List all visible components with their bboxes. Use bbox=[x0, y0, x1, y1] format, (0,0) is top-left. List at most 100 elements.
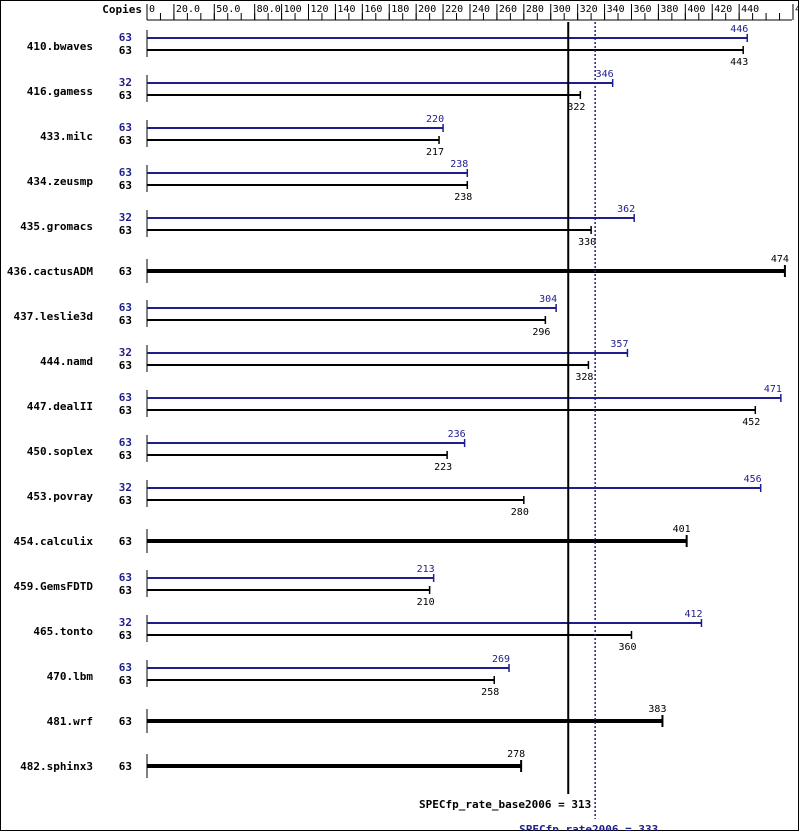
peak-value-label: 269 bbox=[492, 654, 510, 665]
x-tick-label: 100 bbox=[284, 4, 302, 15]
x-tick-label: 440 bbox=[741, 4, 759, 15]
peak-copies: 63 bbox=[119, 166, 132, 179]
benchmark-name: 470.lbm bbox=[47, 670, 94, 683]
base-value-label: 258 bbox=[481, 687, 499, 698]
peak-copies: 63 bbox=[119, 571, 132, 584]
x-tick-label: 380 bbox=[660, 4, 678, 15]
peak-copies: 63 bbox=[119, 391, 132, 404]
base-bar bbox=[147, 364, 589, 366]
peak-copies: 32 bbox=[119, 346, 132, 359]
base-bar bbox=[147, 139, 440, 141]
base-bar bbox=[147, 184, 468, 186]
peak-mean-label: SPECfp_rate2006 = 333 bbox=[519, 823, 658, 831]
base-bar bbox=[147, 49, 744, 51]
benchmark-row: 482.sphinx3 63 278 bbox=[20, 749, 525, 778]
peak-value-label: 304 bbox=[539, 294, 557, 305]
peak-value-label: 362 bbox=[617, 204, 635, 215]
peak-copies: 32 bbox=[119, 76, 132, 89]
benchmark-rows: 410.bwaves6363446443416.gamess3263346322… bbox=[7, 24, 789, 778]
peak-bar bbox=[147, 397, 781, 399]
x-tick-label: 260 bbox=[499, 4, 517, 15]
base-bar bbox=[147, 409, 756, 411]
benchmark-name: 410.bwaves bbox=[27, 40, 93, 53]
peak-copies: 63 bbox=[119, 661, 132, 674]
peak-bar bbox=[147, 577, 434, 579]
base-value-label: 280 bbox=[511, 507, 529, 518]
base-copies: 63 bbox=[119, 760, 132, 773]
peak-value-label: 346 bbox=[596, 69, 614, 80]
peak-value-label: 456 bbox=[744, 474, 762, 485]
benchmark-name: 437.leslie3d bbox=[14, 310, 93, 323]
benchmark-name: 436.cactusADM bbox=[7, 265, 93, 278]
peak-bar bbox=[147, 622, 702, 624]
base-value-label: 223 bbox=[434, 462, 452, 473]
base-bar bbox=[147, 719, 663, 723]
base-copies: 63 bbox=[119, 179, 132, 192]
peak-copies: 32 bbox=[119, 481, 132, 494]
base-value-label: 474 bbox=[771, 254, 789, 265]
x-tick-label: 50.0 bbox=[216, 4, 240, 15]
x-tick-label: 240 bbox=[472, 4, 490, 15]
benchmark-name: 416.gamess bbox=[27, 85, 93, 98]
x-tick-label: 280 bbox=[526, 4, 544, 15]
peak-copies: 63 bbox=[119, 301, 132, 314]
base-bar bbox=[147, 319, 546, 321]
x-tick-label: 160 bbox=[364, 4, 382, 15]
base-copies: 63 bbox=[119, 494, 132, 507]
base-bar bbox=[147, 679, 495, 681]
peak-bar bbox=[147, 307, 557, 309]
benchmark-name: 447.dealII bbox=[27, 400, 93, 413]
base-copies: 63 bbox=[119, 674, 132, 687]
peak-copies: 63 bbox=[119, 121, 132, 134]
peak-copies: 63 bbox=[119, 31, 132, 44]
peak-bar bbox=[147, 217, 635, 219]
base-value-label: 296 bbox=[532, 327, 550, 338]
peak-bar bbox=[147, 172, 468, 174]
benchmark-name: 450.soplex bbox=[27, 445, 94, 458]
x-tick-label: 480 bbox=[795, 4, 799, 15]
benchmark-name: 433.milc bbox=[40, 130, 93, 143]
base-value-label: 238 bbox=[454, 192, 472, 203]
base-bar bbox=[147, 634, 632, 636]
base-value-label: 360 bbox=[618, 642, 636, 653]
base-bar bbox=[147, 269, 785, 273]
base-bar bbox=[147, 539, 687, 543]
peak-bar bbox=[147, 127, 444, 129]
benchmark-name: 435.gromacs bbox=[20, 220, 93, 233]
base-bar bbox=[147, 94, 581, 96]
base-copies: 63 bbox=[119, 629, 132, 642]
base-value-label: 210 bbox=[417, 597, 435, 608]
benchmark-name: 434.zeusmp bbox=[27, 175, 94, 188]
benchmark-name: 454.calculix bbox=[14, 535, 94, 548]
x-tick-label: 120 bbox=[310, 4, 328, 15]
x-tick-label: 420 bbox=[714, 4, 732, 15]
base-value-label: 217 bbox=[426, 147, 444, 158]
x-axis-ticks: 0 20.0 50.0 80.0 100 120 140 160 180 200 220 240 260… bbox=[146, 4, 799, 20]
base-value-label: 278 bbox=[507, 749, 525, 760]
base-copies: 63 bbox=[119, 535, 132, 548]
benchmark-name: 444.namd bbox=[40, 355, 93, 368]
benchmark-name: 482.sphinx3 bbox=[20, 760, 93, 773]
base-value-label: 383 bbox=[648, 704, 666, 715]
peak-bar bbox=[147, 487, 761, 489]
peak-value-label: 220 bbox=[426, 114, 444, 125]
peak-value-label: 236 bbox=[448, 429, 466, 440]
peak-copies: 32 bbox=[119, 211, 132, 224]
benchmark-name: 453.povray bbox=[27, 490, 94, 503]
x-tick-label: 320 bbox=[580, 4, 598, 15]
base-bar bbox=[147, 229, 592, 231]
peak-bar bbox=[147, 667, 510, 669]
mean-lines: SPECfp_rate_base2006 = 313 SPECfp_rate200… bbox=[419, 22, 658, 831]
base-value-label: 443 bbox=[730, 57, 748, 68]
base-mean-label: SPECfp_rate_base2006 = 313 bbox=[419, 798, 591, 811]
x-tick-label: 340 bbox=[607, 4, 625, 15]
